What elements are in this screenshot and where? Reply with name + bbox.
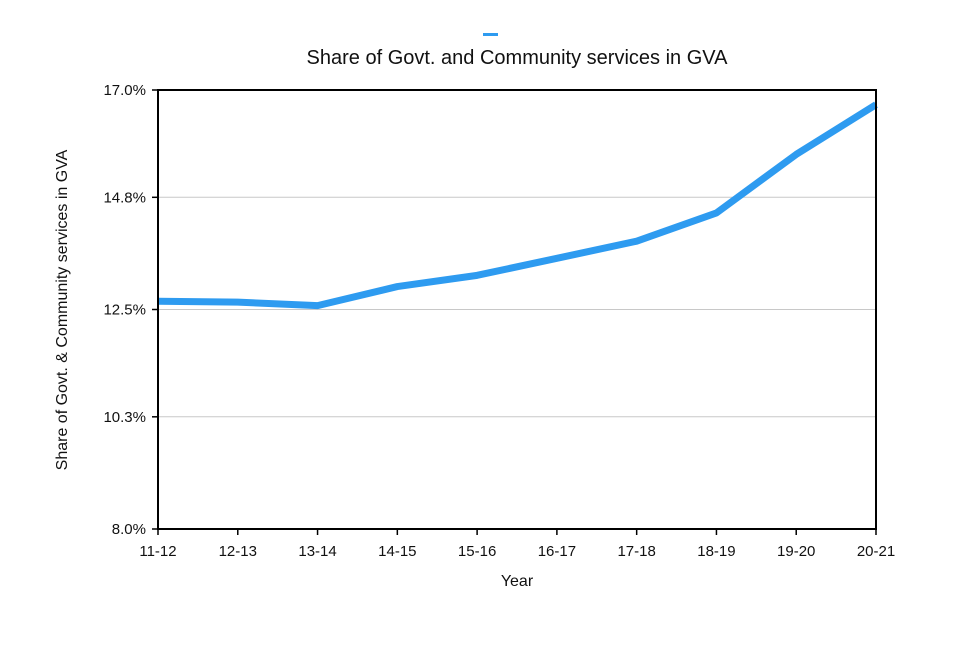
y-tick-label: 12.5%	[103, 302, 146, 319]
data-point	[795, 153, 797, 155]
x-axis-title: Year	[501, 573, 534, 590]
data-point	[715, 212, 717, 214]
x-tick-label: 20-21	[857, 543, 895, 560]
data-point	[237, 301, 239, 303]
x-tick-label: 15-16	[458, 543, 496, 560]
x-tick-label: 19-20	[777, 543, 815, 560]
y-tick-label: 8.0%	[112, 521, 146, 538]
y-axis-title: Share of Govt. & Community services in G…	[54, 149, 71, 470]
y-tick-label: 14.8%	[103, 189, 146, 206]
x-tick-label: 13-14	[298, 543, 336, 560]
series-line	[157, 101, 878, 310]
x-tick-label: 16-17	[538, 543, 576, 560]
x-tick-label: 18-19	[697, 543, 735, 560]
y-tick-label: 10.3%	[103, 409, 146, 426]
x-tick-label: 11-12	[139, 543, 176, 560]
data-point	[556, 257, 558, 259]
data-point	[317, 305, 319, 307]
x-tick-label: 12-13	[219, 543, 257, 560]
x-axis-ticks: 11-12 12-13 13-14 14-15 15-16 16-17 17-18 18-19…	[139, 529, 895, 560]
x-tick-label: 14-15	[378, 543, 416, 560]
data-point	[396, 286, 398, 288]
legend-swatch	[483, 33, 498, 36]
y-tick-label: 17.0%	[103, 82, 146, 99]
data-point	[476, 274, 478, 276]
data-point	[636, 240, 638, 242]
chart-title: Share of Govt. and Community services in…	[307, 47, 729, 69]
series-group	[157, 101, 878, 310]
grid-lines	[158, 196, 876, 418]
y-axis-ticks: 8.0% 10.3% 12.5% 14.8% 17.0%	[103, 82, 158, 538]
x-tick-label: 17-18	[617, 543, 655, 560]
